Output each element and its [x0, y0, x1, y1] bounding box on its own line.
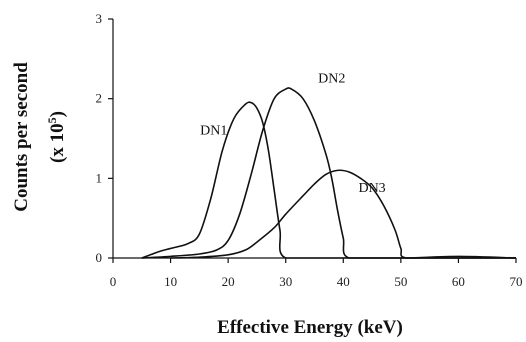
- y-axis-title-main: Counts per second: [11, 62, 32, 212]
- series-line-dn3: [170, 169, 517, 259]
- svg-text:(x 105): (x 105): [45, 111, 68, 163]
- y-axis-unit-base: (x 10: [47, 123, 68, 163]
- series-label-dn1: DN1: [200, 124, 227, 139]
- x-tick-label-30: 30: [279, 274, 292, 289]
- x-tick-label-20: 20: [222, 274, 235, 289]
- y-axis-unit: (x 105): [45, 111, 68, 163]
- series-line-dn1: [141, 101, 516, 259]
- y-tick-label-0: 0: [96, 250, 103, 265]
- x-tick-label-60: 60: [452, 274, 465, 289]
- x-axis-title: Effective Energy (keV): [217, 317, 403, 338]
- x-tick-label-10: 10: [164, 274, 177, 289]
- series-label-dn3: DN3: [358, 181, 385, 196]
- x-tick-label-70: 70: [510, 274, 523, 289]
- y-tick-label-1: 1: [96, 170, 103, 185]
- y-tick-label-2: 2: [96, 91, 103, 106]
- x-tick-label-0: 0: [110, 274, 117, 289]
- series-label-dn2: DN2: [318, 72, 345, 87]
- x-tick-label-40: 40: [337, 274, 350, 289]
- x-tick-label-50: 50: [394, 274, 407, 289]
- series-line-dn2: [141, 87, 516, 259]
- y-axis-unit-exponent: 5: [45, 117, 59, 123]
- y-axis-title: Counts per second: [11, 62, 32, 212]
- y-tick-label-3: 3: [96, 11, 103, 26]
- y-axis-unit-close: ): [47, 111, 68, 117]
